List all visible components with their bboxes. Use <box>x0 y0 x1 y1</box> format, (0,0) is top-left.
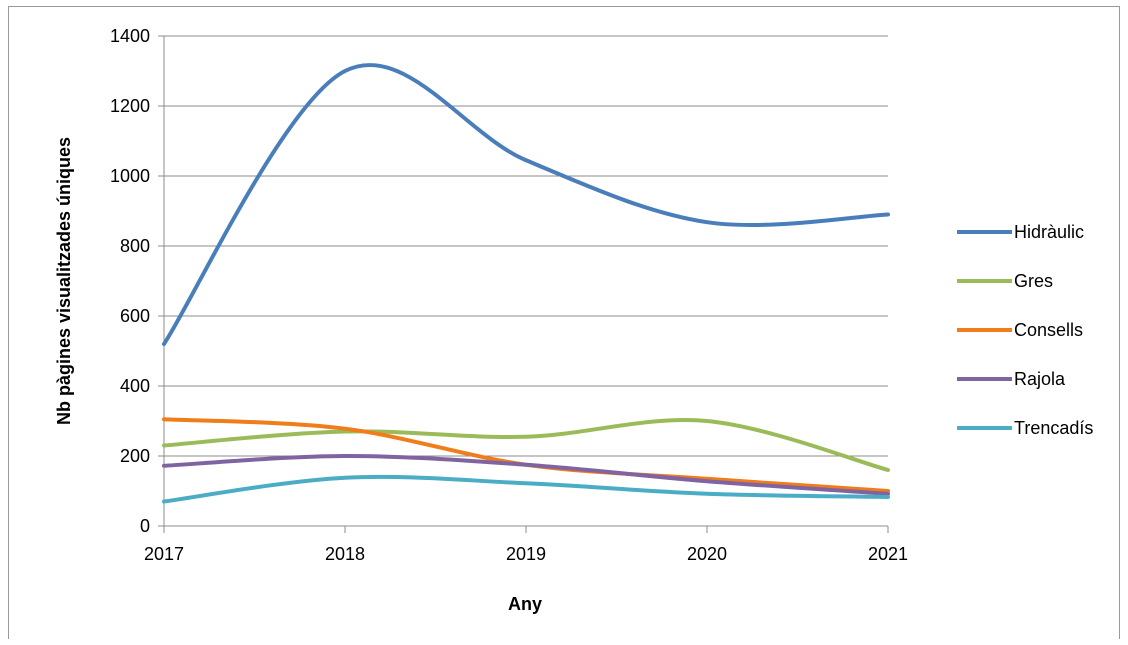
legend-label-trencadis: Trencadís <box>1014 418 1093 438</box>
y-tick-label: 1400 <box>110 26 150 46</box>
series-line-rajola <box>162 453 890 496</box>
axes <box>163 36 888 527</box>
gridlines <box>158 35 888 527</box>
legend-label-consells: Consells <box>1014 320 1083 340</box>
series-lines <box>162 63 890 504</box>
y-tick-label: 600 <box>120 306 150 326</box>
y-tick-label: 400 <box>120 376 150 396</box>
y-tick-label: 200 <box>120 446 150 466</box>
x-tick-label: 2021 <box>868 544 908 564</box>
series-line-gres <box>162 418 890 472</box>
chart-frame <box>8 6 1120 639</box>
x-tick-label: 2018 <box>325 544 365 564</box>
x-tick-label: 2019 <box>506 544 546 564</box>
legend-label-gres: Gres <box>1014 271 1053 291</box>
y-tick-labels: 0 200 400 600 800 1000 1200 1400 <box>110 26 150 536</box>
y-tick-label: 800 <box>120 236 150 256</box>
legend: Hidràulic Gres Consells Rajola Trencadís <box>957 222 1093 438</box>
x-tick-labels: 2017 2018 2019 2020 2021 <box>144 526 908 564</box>
legend-label-rajola: Rajola <box>1014 369 1066 389</box>
y-axis-title: Nb pàgines visualitzades úniques <box>54 137 74 425</box>
series-line-consells <box>162 417 890 493</box>
x-tick-label: 2017 <box>144 544 184 564</box>
series-line-trencadis <box>162 474 890 504</box>
series-line-hidraulic <box>162 63 890 346</box>
x-tick-label: 2020 <box>687 544 727 564</box>
y-tick-label: 1000 <box>110 166 150 186</box>
y-tick-label: 1200 <box>110 96 150 116</box>
x-axis-title: Any <box>508 594 542 614</box>
y-tick-label: 0 <box>140 516 150 536</box>
legend-label-hidraulic: Hidràulic <box>1014 222 1084 242</box>
